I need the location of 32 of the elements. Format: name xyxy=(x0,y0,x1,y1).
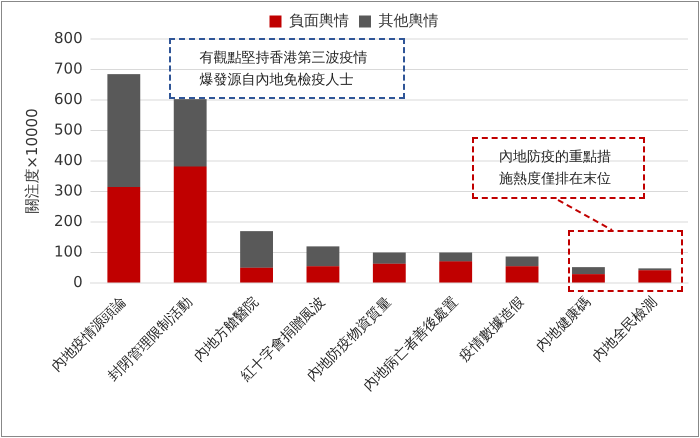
y-tick-label: 100 xyxy=(54,242,83,260)
bar xyxy=(174,99,207,167)
bar xyxy=(306,266,340,283)
bar xyxy=(506,266,538,283)
y-tick-label: 0 xyxy=(73,272,83,291)
bar xyxy=(372,264,406,283)
y-axis-title: 關注度×10000 xyxy=(22,108,41,214)
y-tick-label: 200 xyxy=(54,212,83,230)
legend-label: 其他輿情 xyxy=(378,11,438,30)
y-tick-label: 500 xyxy=(54,120,83,138)
note-text: 有觀點堅持香港第三波疫情爆發源自內地免檢疫人士 xyxy=(200,48,368,90)
bar xyxy=(439,261,472,283)
bar xyxy=(572,274,605,283)
legend-label: 負面輿情 xyxy=(289,11,349,30)
bar xyxy=(174,166,207,283)
bar xyxy=(638,270,672,283)
bar xyxy=(372,252,406,264)
y-tick-label: 700 xyxy=(54,59,83,78)
bar xyxy=(439,252,472,262)
note-text: 內地防疫的重點措施熱度僅排在末位 xyxy=(499,148,612,189)
y-tick-label: 400 xyxy=(54,150,83,169)
bar xyxy=(240,231,273,268)
y-tick-label: 600 xyxy=(54,90,83,108)
bar xyxy=(107,186,140,283)
bar xyxy=(506,256,538,266)
x-tick-label: 疫情數據造假 xyxy=(456,294,528,365)
bar xyxy=(572,267,605,274)
y-tick-label: 300 xyxy=(54,181,83,200)
y-tick-label: 800 xyxy=(54,28,83,47)
bar xyxy=(240,268,273,283)
bar xyxy=(107,74,140,187)
bar xyxy=(306,246,340,266)
